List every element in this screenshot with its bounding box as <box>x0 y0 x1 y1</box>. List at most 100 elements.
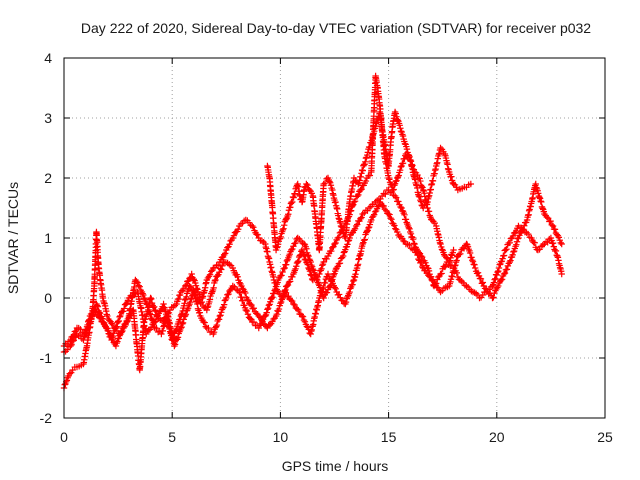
data-point <box>385 174 392 182</box>
data-point <box>393 113 400 120</box>
data-point <box>206 271 214 278</box>
data-point <box>250 224 257 231</box>
data-point <box>466 249 474 257</box>
data-point <box>366 172 374 179</box>
data-point <box>425 208 433 215</box>
data-point <box>214 272 221 280</box>
data-point <box>350 277 357 285</box>
data-point <box>405 152 413 159</box>
x-tick-label: 25 <box>597 429 613 445</box>
data-point <box>291 301 298 309</box>
data-point <box>299 313 307 320</box>
data-point <box>277 272 284 280</box>
data-point <box>191 289 198 296</box>
data-point <box>289 273 296 281</box>
data-point <box>467 180 475 188</box>
data-point <box>218 309 225 316</box>
data-point <box>491 276 498 283</box>
data-point <box>113 339 120 347</box>
data-point <box>320 258 327 266</box>
data-point <box>428 216 436 224</box>
data-point <box>355 191 362 199</box>
data-point <box>262 312 269 320</box>
data-point <box>495 267 502 275</box>
data-point <box>152 317 160 325</box>
data-point <box>303 245 310 252</box>
data-point <box>225 290 232 298</box>
tick-labels: 0 5 10 15 20 25 -2 -1 0 1 2 3 4 <box>40 50 613 445</box>
data-point <box>507 257 514 264</box>
data-point <box>280 265 287 272</box>
data-point <box>283 257 291 265</box>
data-point <box>246 315 254 322</box>
data-point <box>331 284 338 291</box>
data-point <box>503 245 510 253</box>
data-point <box>429 277 437 285</box>
data-point <box>506 239 513 247</box>
data-point <box>250 305 258 312</box>
data-point <box>369 133 376 141</box>
data-point <box>109 321 116 329</box>
data-point <box>217 312 224 319</box>
data-point <box>555 234 563 241</box>
data-point <box>422 267 429 274</box>
data-point <box>109 332 117 340</box>
data-point <box>308 261 315 269</box>
data-point <box>279 226 287 234</box>
data-point <box>244 296 251 303</box>
data-point <box>407 230 415 238</box>
data-point <box>394 228 401 236</box>
data-point <box>364 149 372 156</box>
data-point <box>147 294 154 302</box>
data-point <box>345 237 352 245</box>
data-point <box>397 128 405 135</box>
data-point <box>445 258 453 266</box>
data-point <box>326 178 333 185</box>
data-point <box>394 117 401 124</box>
data-point <box>330 271 337 279</box>
data-point <box>332 285 339 293</box>
data-point <box>112 342 120 350</box>
data-point <box>306 256 313 263</box>
y-axis-label: SDTVAR / TECUs <box>5 182 21 294</box>
data-point <box>506 258 513 266</box>
data-point <box>381 206 389 213</box>
data-point <box>395 198 402 205</box>
data-point <box>360 237 368 244</box>
x-tick-label: 10 <box>273 429 289 445</box>
data-point <box>224 291 231 298</box>
y-tick-label: -2 <box>40 410 53 426</box>
data-point <box>235 226 242 233</box>
data-point <box>409 162 416 169</box>
data-point <box>222 250 229 257</box>
data-point <box>291 190 299 197</box>
data-point <box>288 246 295 254</box>
data-point <box>418 253 426 261</box>
data-point <box>437 240 444 248</box>
data-point <box>250 318 258 326</box>
data-point <box>537 198 544 205</box>
data-point <box>119 308 127 315</box>
data-point <box>502 246 509 254</box>
data-point <box>452 261 459 269</box>
data-point <box>289 193 297 201</box>
y-tick-label: 0 <box>44 290 52 306</box>
data-point <box>366 144 373 151</box>
data-point <box>206 296 214 303</box>
data-point <box>66 370 73 377</box>
data-point <box>497 276 505 284</box>
data-point <box>340 249 348 256</box>
data-point <box>197 299 204 307</box>
data-point <box>455 251 463 258</box>
data-point <box>133 278 140 285</box>
data-point <box>531 239 538 246</box>
data-point <box>287 296 295 304</box>
data-point <box>370 211 378 218</box>
data-point <box>118 328 125 335</box>
data-point <box>509 232 517 240</box>
plot-frame <box>63 57 606 419</box>
data-point <box>178 323 185 331</box>
data-point <box>344 241 351 248</box>
data-point <box>219 304 226 312</box>
data-point <box>291 240 298 247</box>
